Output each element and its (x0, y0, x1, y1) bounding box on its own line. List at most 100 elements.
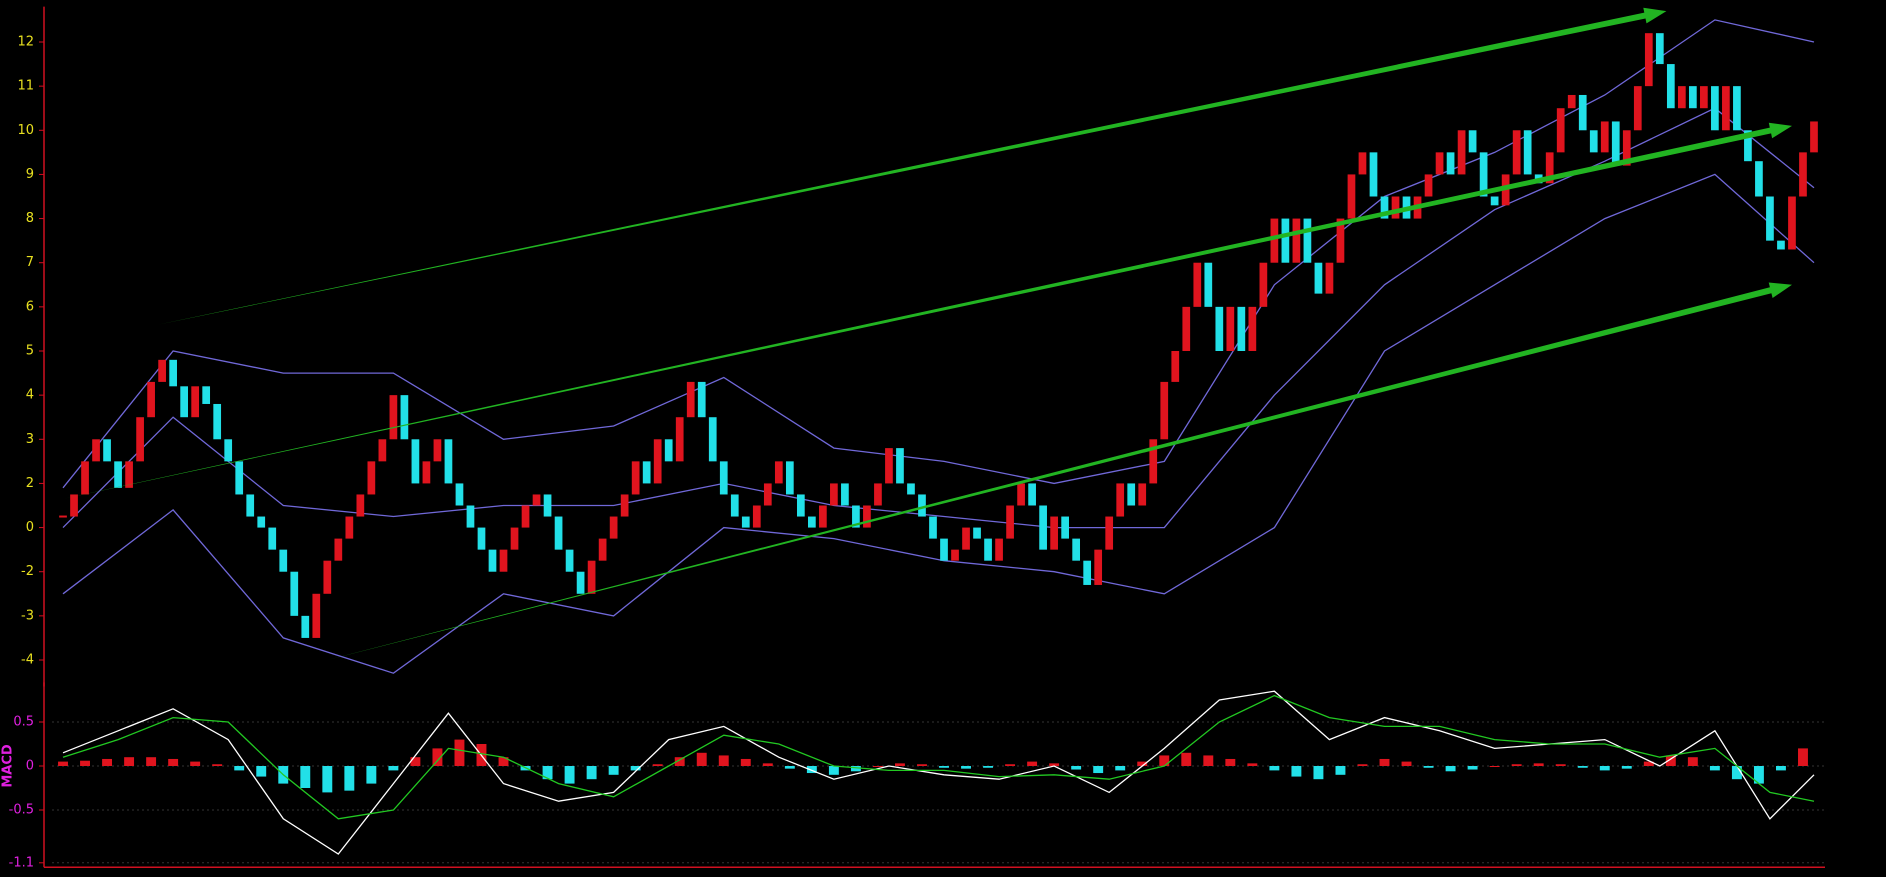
brick (1270, 218, 1279, 263)
brick (1138, 483, 1147, 506)
brick (1722, 86, 1730, 131)
brick (1578, 94, 1587, 131)
brick (246, 494, 255, 517)
histogram-bar (1775, 766, 1786, 771)
brick (852, 505, 860, 528)
brick (334, 538, 343, 561)
y-tick-label: -0.5 (9, 803, 34, 818)
y-tick-label: 6 (26, 299, 34, 314)
brick (1083, 560, 1092, 585)
brick (1149, 439, 1158, 484)
histogram-bar (168, 758, 179, 766)
histogram-bar (1599, 766, 1610, 771)
y-tick-label: -2 (21, 564, 34, 579)
histogram-bar (850, 766, 861, 772)
histogram-bar (630, 766, 641, 771)
brick (697, 381, 706, 418)
histogram-bar (1093, 766, 1104, 774)
brick (984, 538, 992, 561)
brick (1633, 86, 1642, 131)
brick (180, 386, 189, 418)
histogram-bar (1071, 766, 1082, 770)
brick (1799, 152, 1807, 197)
histogram-bar (1709, 766, 1720, 771)
brick (1314, 262, 1323, 294)
brick (1105, 516, 1114, 550)
brick (466, 505, 475, 528)
y-tick-label: 0 (26, 520, 34, 535)
brick (1281, 218, 1290, 263)
histogram-bar (366, 766, 377, 784)
histogram-bar (1335, 766, 1346, 775)
brick (642, 461, 651, 484)
brick (1193, 262, 1202, 307)
brick (213, 403, 222, 440)
histogram-bar (564, 766, 575, 784)
brick (1468, 130, 1477, 153)
brick (752, 505, 761, 528)
brick (1711, 86, 1719, 131)
histogram-bar (190, 761, 201, 766)
brick (896, 448, 904, 484)
histogram-bar (939, 766, 949, 768)
brick (962, 527, 970, 550)
brick (422, 461, 431, 484)
histogram-bar (1665, 755, 1676, 766)
histogram-bar (454, 739, 465, 766)
brick (907, 483, 915, 495)
histogram-bar (432, 748, 443, 766)
histogram-bar (1203, 755, 1214, 766)
y-tick-label: 5 (26, 344, 34, 359)
brick (400, 395, 409, 440)
brick (1655, 33, 1664, 65)
histogram-bar (652, 764, 663, 766)
histogram-bar (58, 761, 68, 766)
brick (1545, 152, 1554, 184)
brick (686, 381, 695, 418)
histogram-bar (1621, 766, 1632, 769)
histogram-bar (498, 757, 509, 766)
histogram-bar (1379, 758, 1390, 766)
histogram-bar (234, 766, 245, 771)
brick (1182, 306, 1191, 351)
brick (1061, 516, 1069, 539)
y-tick-label: 3 (26, 432, 34, 447)
brick (774, 461, 783, 484)
y-tick-label: 2 (26, 476, 34, 491)
histogram-bar (1313, 766, 1324, 780)
histogram-bar (806, 766, 817, 774)
brick (1204, 262, 1213, 307)
brick (191, 386, 200, 418)
brick (543, 494, 552, 517)
brick (499, 549, 508, 572)
y-tick-label: 8 (26, 211, 34, 226)
histogram-bar (961, 766, 971, 769)
brick (719, 461, 728, 495)
brick (279, 549, 288, 572)
brick (653, 439, 662, 484)
brick (1512, 130, 1521, 175)
brick (1017, 483, 1025, 506)
brick (1006, 505, 1014, 539)
histogram-bar (1643, 761, 1654, 766)
brick (510, 527, 519, 550)
brick (92, 439, 100, 462)
brick (367, 461, 376, 495)
brick (1766, 196, 1774, 241)
brick (1303, 218, 1312, 263)
brick (114, 461, 122, 488)
histogram-bar (388, 766, 399, 771)
macd-line (62, 690, 1815, 855)
brick (796, 494, 805, 517)
brick (257, 516, 266, 528)
brick (1226, 306, 1235, 351)
brick (1127, 483, 1136, 506)
histogram-bar (1445, 766, 1456, 772)
brick (808, 516, 816, 528)
histogram-bar (322, 766, 333, 793)
brick (1556, 108, 1565, 153)
brick (995, 538, 1003, 561)
band-line (62, 173, 1815, 674)
